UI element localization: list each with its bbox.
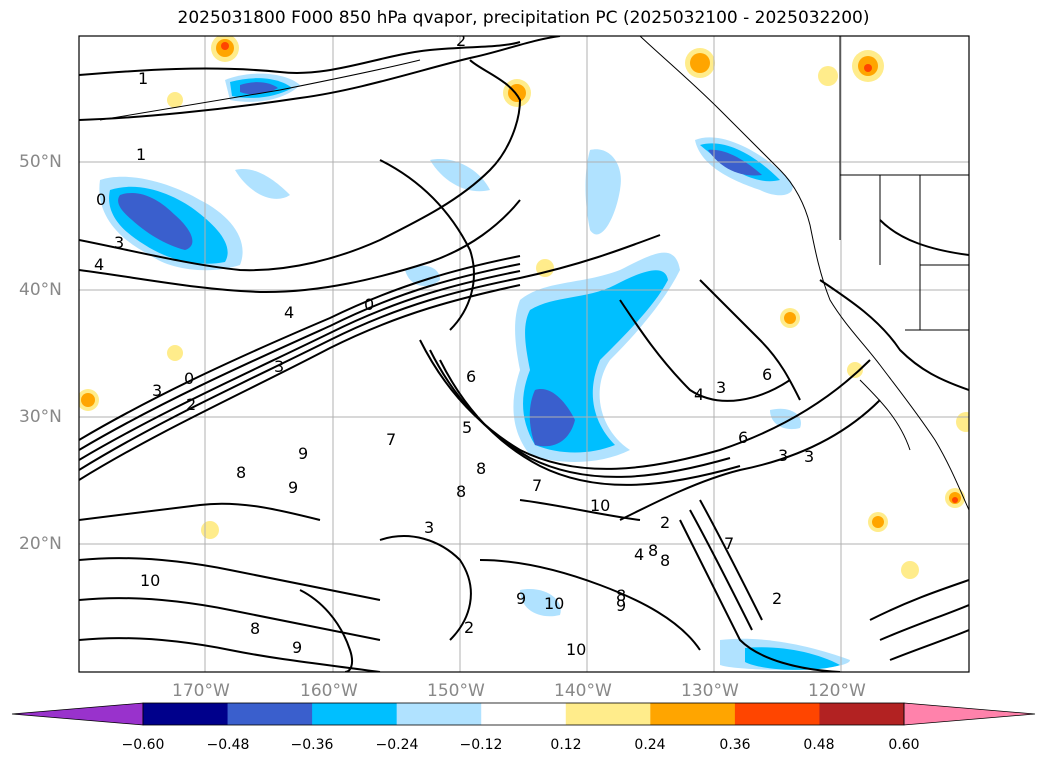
contour-lines (79, 36, 969, 672)
contour-label: 2 (772, 589, 782, 608)
contour-label: 8 (648, 541, 658, 560)
colorbar-tick-label: 0.12 (550, 737, 582, 753)
contour-label: 9 (288, 478, 298, 497)
contour-label: 2 (186, 395, 196, 414)
contour-label: 3 (778, 446, 788, 465)
contour-label: 3 (114, 233, 124, 252)
plot-frame (78, 35, 970, 673)
contour-label: 8 (476, 459, 486, 478)
contour-label: 8 (616, 586, 626, 605)
contour-label: 8 (236, 463, 246, 482)
negative-anomaly-shading-intense (118, 82, 762, 447)
lon-label-160w: 160°W (300, 681, 358, 701)
contour-label: 0 (184, 369, 194, 388)
colorbar-segment (650, 703, 736, 725)
contour-label: 10 (544, 594, 564, 613)
contour-label: 3 (274, 357, 284, 376)
contour-label: 7 (386, 430, 396, 449)
contour-label: 8 (250, 619, 260, 638)
lat-label-30n: 30°N (19, 407, 62, 427)
colorbar-extend-high (903, 702, 1036, 726)
contour-label: 0 (364, 295, 374, 314)
colorbar-tick-label: −0.48 (206, 737, 250, 753)
colorbar (11, 702, 1036, 726)
lon-label-170w: 170°W (172, 681, 230, 701)
colorbar-tick-label: 0.60 (888, 737, 920, 753)
contour-label: 9 (616, 596, 626, 615)
lat-label-20n: 20°N (19, 534, 62, 554)
contour-label: 2 (464, 618, 474, 637)
contour-label: 2 (660, 513, 670, 532)
colorbar-tick-label: 0.24 (634, 737, 666, 753)
contour-label: 8 (456, 482, 466, 501)
contour-label: 4 (284, 303, 294, 322)
colorbar-segment (565, 703, 651, 725)
contour-label: 1 (138, 69, 148, 88)
contour-label: 3 (152, 381, 162, 400)
lat-label-50n: 50°N (19, 152, 62, 172)
contour-label: 4 (694, 385, 704, 404)
positive-anomaly-shading-intense (221, 42, 958, 503)
colorbar-segment (819, 703, 905, 725)
map-title: 2025031800 F000 850 hPa qvapor, precipit… (177, 8, 870, 28)
colorbar-tick-label: 0.36 (719, 737, 751, 753)
colorbar-segment (227, 703, 313, 725)
contour-label: 10 (566, 640, 586, 659)
contour-label: 5 (462, 418, 472, 437)
lon-label-140w: 140°W (554, 681, 612, 701)
colorbar-tick-label: −0.12 (459, 737, 503, 753)
colorbar-segments (143, 703, 905, 725)
contour-label: 6 (466, 367, 476, 386)
contour-label: 8 (660, 551, 670, 570)
contour-label: 9 (516, 589, 526, 608)
lon-label-120w: 120°W (808, 681, 866, 701)
contour-label: 0 (96, 190, 106, 209)
contour-label: 4 (634, 545, 644, 564)
contour-label: 7 (724, 534, 734, 553)
colorbar-tick-label: −0.36 (290, 737, 334, 753)
contour-label: 9 (292, 638, 302, 657)
colorbar-tick-label: −0.60 (121, 737, 165, 753)
contour-label: 2 (456, 31, 466, 50)
colorbar-segment (481, 703, 567, 725)
colorbar-tick-label: 0.48 (803, 737, 835, 753)
contour-label: 6 (762, 365, 772, 384)
lon-label-150w: 150°W (427, 681, 485, 701)
colorbar-segment (143, 703, 229, 725)
contour-label: 10 (140, 571, 160, 590)
colorbar-tick-label: −0.24 (375, 737, 419, 753)
colorbar-extend-low (11, 702, 144, 726)
contour-label: 3 (716, 378, 726, 397)
colorbar-segment (734, 703, 820, 725)
contour-label: 3 (424, 518, 434, 537)
lon-label-130w: 130°W (681, 681, 739, 701)
contour-label: 7 (532, 476, 542, 495)
contour-label: 9 (298, 444, 308, 463)
contour-label: 6 (738, 428, 748, 447)
contour-label: 1 (136, 145, 146, 164)
contour-label: 10 (590, 496, 610, 515)
colorbar-segment (396, 703, 482, 725)
lat-label-40n: 40°N (19, 280, 62, 300)
contour-label: 4 (94, 255, 104, 274)
colorbar-segment (312, 703, 398, 725)
contour-label: 3 (804, 447, 814, 466)
